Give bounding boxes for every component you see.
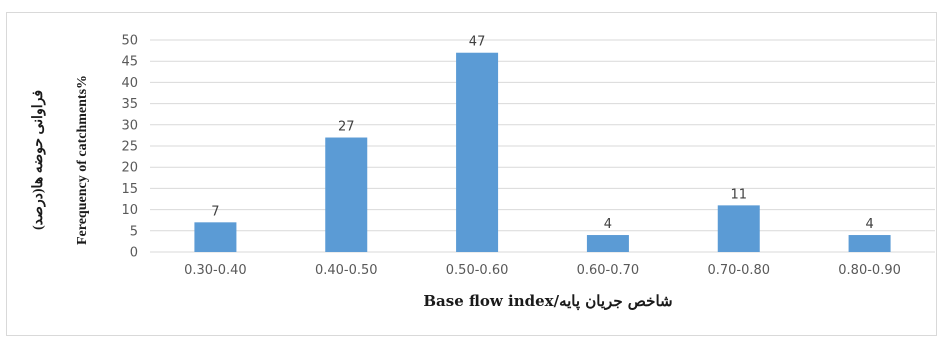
x-axis-ticks: 0.30-0.40 0.40-0.50 0.50-0.60 0.60-0.70 0.70…	[184, 263, 901, 278]
y-axis-label-english: Ferequency of catchments%	[75, 75, 90, 245]
x-tick-label: 0.50-0.60	[446, 263, 509, 278]
bar	[194, 222, 237, 252]
y-axis-label-persian: فراوانی حوضه ها(درصد)	[31, 90, 46, 230]
data-label: 47	[469, 35, 486, 50]
y-axis-ticks: 0 5 10 15 20 25 30 35 40 45 50	[121, 34, 138, 261]
bars	[194, 52, 891, 252]
y-tick-label: 15	[121, 182, 138, 197]
data-label: 7	[211, 204, 219, 219]
x-axis-label: Base flow index/شاخص جریان پایه	[423, 292, 672, 311]
x-tick-label: 0.70-0.80	[707, 263, 770, 278]
y-tick-label: 25	[121, 140, 138, 155]
y-tick-label: 45	[121, 55, 138, 70]
data-label: 11	[730, 187, 747, 202]
x-tick-label: 0.40-0.50	[315, 263, 378, 278]
y-tick-label: 5	[130, 224, 138, 239]
x-tick-label: 0.80-0.90	[838, 263, 901, 278]
bar	[325, 137, 368, 252]
bar	[848, 235, 891, 252]
gridlines	[150, 39, 935, 253]
bar	[456, 52, 499, 252]
y-tick-label: 0	[130, 246, 138, 261]
x-tick-label: 0.60-0.70	[577, 263, 640, 278]
y-tick-label: 20	[121, 161, 138, 176]
data-label: 27	[338, 120, 355, 135]
y-tick-label: 10	[121, 203, 138, 218]
y-tick-label: 30	[121, 118, 138, 133]
bar	[586, 235, 629, 252]
data-label: 4	[604, 217, 612, 232]
y-tick-label: 35	[121, 97, 138, 112]
x-tick-label: 0.30-0.40	[184, 263, 247, 278]
y-tick-label: 50	[121, 34, 138, 49]
bar	[717, 205, 760, 252]
data-label: 4	[865, 217, 873, 232]
data-labels: 7 27 47 4 11 4	[211, 35, 873, 232]
y-tick-label: 40	[121, 76, 138, 91]
